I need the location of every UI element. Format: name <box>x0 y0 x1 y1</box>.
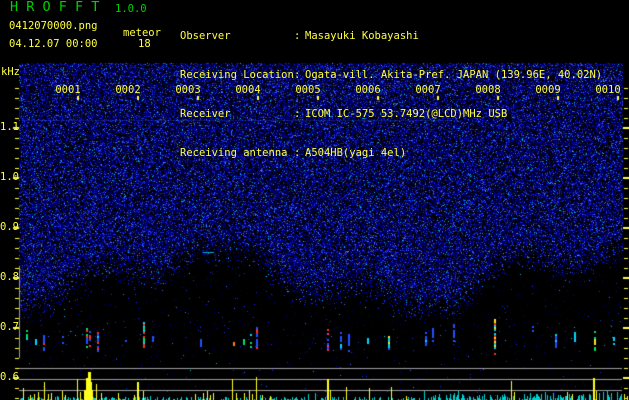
info-colon: : <box>294 108 301 120</box>
info-value: Ogata-vill. Akita-Pref. JAPAN (139.96E, … <box>305 69 603 81</box>
info-label: Receiving antenna <box>180 147 288 159</box>
freq-tick-label: 0.8 <box>0 271 19 283</box>
info-value: ICOM IC-575 53.7492(@LCD)MHz USB <box>305 108 508 120</box>
info-label: Observer <box>180 30 231 42</box>
minute-label: 0003 <box>175 84 201 96</box>
freq-tick-label: 1.1 <box>0 121 19 133</box>
minute-label: 0010 <box>595 84 621 96</box>
mode-label: meteor <box>123 27 161 39</box>
freq-tick-label: 1.0 <box>0 171 19 183</box>
app-title: H R O F F T <box>10 0 100 15</box>
observation-datetime: 04.12.07 00:00 <box>9 38 98 50</box>
minute-label: 0008 <box>475 84 501 96</box>
minute-label: 0007 <box>415 84 441 96</box>
info-row-receiver: Receiver: ICOM IC-575 53.7492(@LCD)MHz US… <box>180 108 602 121</box>
minute-label: 0006 <box>355 84 381 96</box>
minute-label: 0005 <box>295 84 321 96</box>
info-colon: : <box>294 69 301 81</box>
freq-tick-label: 0.7 <box>0 321 19 333</box>
echo-count: 18 <box>138 38 151 50</box>
info-colon: : <box>294 30 301 42</box>
output-filename: 0412070000.png <box>9 20 98 32</box>
minute-label: 0001 <box>55 84 81 96</box>
freq-tick-label: 0.6 <box>0 371 19 383</box>
info-row-observer: Observer: Masayuki Kobayashi <box>180 30 602 43</box>
minute-label: 0009 <box>535 84 561 96</box>
info-row-antenna: Receiving antenna: A504HB(yagi 4el) <box>180 147 602 160</box>
minute-label: 0002 <box>115 84 141 96</box>
info-row-location: Receiving Location: Ogata-vill. Akita-Pre… <box>180 69 602 82</box>
app-version: 1.0.0 <box>115 3 147 15</box>
info-label: Receiving Location <box>180 69 294 81</box>
info-value: Masayuki Kobayashi <box>305 30 419 42</box>
info-label: Receiver <box>180 108 231 120</box>
info-value: A504HB(yagi 4el) <box>305 147 407 159</box>
freq-tick-label: 0.9 <box>0 221 19 233</box>
info-colon: : <box>294 147 301 159</box>
freq-axis-unit: kHz <box>1 66 20 78</box>
minute-label: 0004 <box>235 84 261 96</box>
station-info: Observer: Masayuki Kobayashi Receiving Lo… <box>180 4 602 186</box>
